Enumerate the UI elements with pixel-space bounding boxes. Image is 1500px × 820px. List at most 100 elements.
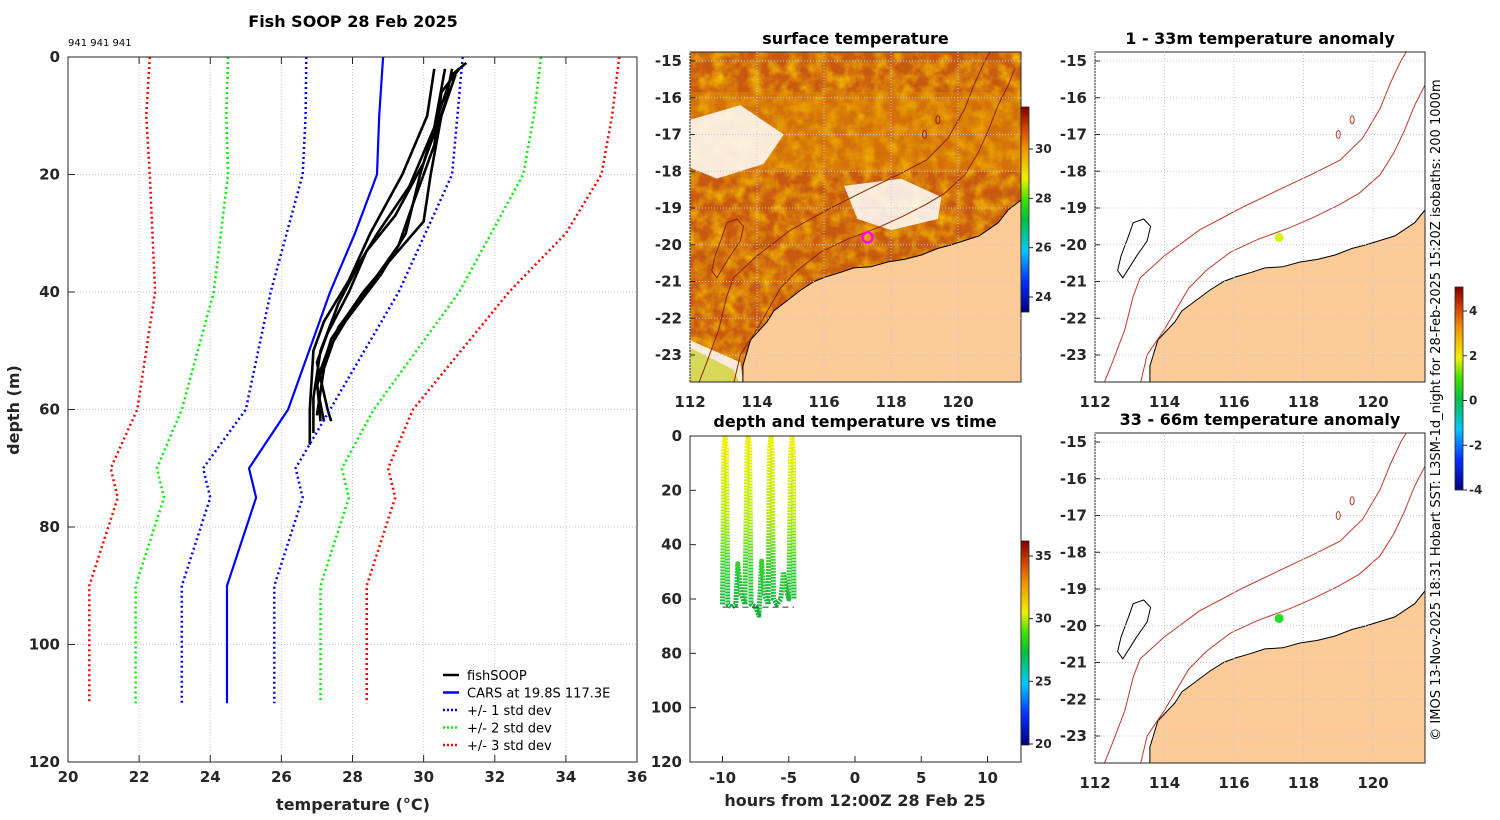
- colorbar-tick-label: 2: [1469, 349, 1477, 363]
- colorbar-tick-label: 30: [1035, 142, 1052, 156]
- x-axis-label: hours from 12:00Z 28 Feb 25: [724, 791, 985, 810]
- land: [1149, 590, 1425, 763]
- map-layers: [1095, 433, 1425, 763]
- x-tick-label: 32: [484, 768, 505, 786]
- x-axis-label: temperature (°C): [276, 795, 430, 814]
- y-tick-label: -19: [1060, 580, 1087, 598]
- figure-title: Fish SOOP 28 Feb 2025: [248, 12, 457, 31]
- map-title: 33 - 66m temperature anomaly: [1120, 410, 1401, 429]
- x-tick-label: 116: [808, 393, 839, 411]
- series-line-fishsoop: [315, 68, 461, 416]
- x-tick-label: 10: [977, 769, 998, 787]
- y-tick-label: -17: [1060, 507, 1087, 525]
- y-tick-label: 100: [651, 699, 682, 717]
- x-tick-label: 20: [58, 768, 79, 786]
- anomaly-point: [1274, 613, 1284, 623]
- isobath-1000m: [1103, 52, 1407, 382]
- y-tick-label: -18: [655, 162, 682, 180]
- y-tick-label: 100: [29, 636, 60, 654]
- x-tick-label: 116: [1218, 774, 1249, 792]
- reef-contour: [935, 115, 941, 125]
- y-tick-label: -15: [1060, 433, 1087, 451]
- colorbar-tick-label: 35: [1035, 549, 1052, 563]
- series-line-fishsoop: [308, 68, 436, 445]
- colorbar: [1020, 106, 1030, 313]
- isobath-200m: [1140, 83, 1425, 382]
- colorbar: [1020, 540, 1030, 746]
- colorbar-tick-label: 25: [1035, 674, 1052, 688]
- x-tick-label: 5: [916, 769, 926, 787]
- cloud-mask: [844, 178, 942, 231]
- y-tick-label: -18: [1060, 162, 1087, 180]
- series-line--3-std: [88, 57, 157, 704]
- anomaly-point: [1274, 232, 1284, 242]
- y-tick-label: -22: [1060, 690, 1087, 708]
- y-tick-label: -17: [655, 126, 682, 144]
- series-line-cars-mean: [225, 57, 385, 704]
- isobath-1000m: [1103, 433, 1407, 763]
- x-tick-label: 34: [555, 768, 576, 786]
- legend-entry: CARS at 19.8S 117.3E: [467, 687, 610, 702]
- y-tick-label: -22: [655, 309, 682, 327]
- y-tick-label: 80: [661, 644, 682, 662]
- x-tick-label: 120: [1357, 774, 1388, 792]
- x-tick-label: 120: [1357, 393, 1388, 411]
- y-tick-label: 60: [39, 401, 60, 419]
- y-tick-label: -21: [1060, 273, 1087, 291]
- x-tick-label: 114: [1149, 393, 1180, 411]
- y-tick-label: 60: [661, 590, 682, 608]
- y-tick-label: -21: [655, 273, 682, 291]
- y-tick-label: -23: [1060, 727, 1087, 745]
- anomaly-map-deep: 112 114 116 118 120 -15 -16 -17 -18 -19 -20 -21 -22 -…: [1060, 410, 1426, 792]
- y-tick-label: 40: [39, 283, 60, 301]
- profile-chart: 20 22 24 26 28 30 32 34 36 0 20 40 60 80 100 120 tempera…: [4, 48, 647, 814]
- series-line--3-std: [365, 57, 621, 704]
- legend-entry: +/- 3 std dev: [467, 739, 552, 754]
- isobath-200m: [733, 68, 1016, 382]
- y-tick-label: -19: [655, 199, 682, 217]
- series-line--2-std: [319, 57, 543, 704]
- series-group: [88, 57, 621, 704]
- x-tick-label: 0: [850, 769, 860, 787]
- y-tick-label: 120: [29, 753, 60, 771]
- x-tick-label: 114: [1149, 774, 1180, 792]
- location-marker: [861, 231, 874, 244]
- y-tick-label: -16: [655, 89, 682, 107]
- x-tick-label: -10: [709, 769, 736, 787]
- y-tick-label: 20: [661, 481, 682, 499]
- x-tick-label: 116: [1218, 393, 1249, 411]
- copyright-note: © IMOS 13-Nov-2025 18:31 Hobart SST: L3S…: [1429, 79, 1444, 740]
- profile-ids: 941 941 941: [68, 38, 132, 49]
- isobath-1000m: [698, 52, 991, 382]
- colorbar-tick-label: 4: [1469, 304, 1477, 318]
- chart-title: depth and temperature vs time: [713, 412, 996, 431]
- map-title: surface temperature: [762, 29, 949, 48]
- colorbar-tick-label: 24: [1035, 290, 1052, 304]
- x-tick-label: 114: [741, 393, 772, 411]
- colorbar-tick-label: 28: [1035, 191, 1052, 205]
- y-tick-label: -15: [1060, 52, 1087, 70]
- y-tick-label: 40: [661, 536, 682, 554]
- land: [1149, 209, 1425, 382]
- x-tick-label: 28: [342, 768, 363, 786]
- y-tick-label: -17: [1060, 126, 1087, 144]
- colorbar-tick-label: 20: [1035, 737, 1052, 751]
- y-tick-label: -20: [1060, 617, 1087, 635]
- plot-frame: [67, 56, 638, 763]
- reef-contour: [1349, 115, 1355, 125]
- y-tick-label: -21: [1060, 654, 1087, 672]
- colorbar-tick-label: 26: [1035, 241, 1052, 255]
- y-tick-label: -23: [655, 346, 682, 364]
- colorbar-tick-label: 30: [1035, 612, 1052, 626]
- y-tick-label: -16: [1060, 470, 1087, 488]
- plot-area: [690, 436, 1021, 762]
- y-tick-label: 0: [672, 427, 682, 445]
- y-tick-label: -19: [1060, 199, 1087, 217]
- x-tick-label: 112: [674, 393, 705, 411]
- legend-entry: +/- 1 std dev: [467, 704, 552, 719]
- colorbar-tick-label: 0: [1469, 394, 1477, 408]
- map-title: 1 - 33m temperature anomaly: [1125, 29, 1395, 48]
- colorbar-tick-label: -4: [1469, 483, 1482, 497]
